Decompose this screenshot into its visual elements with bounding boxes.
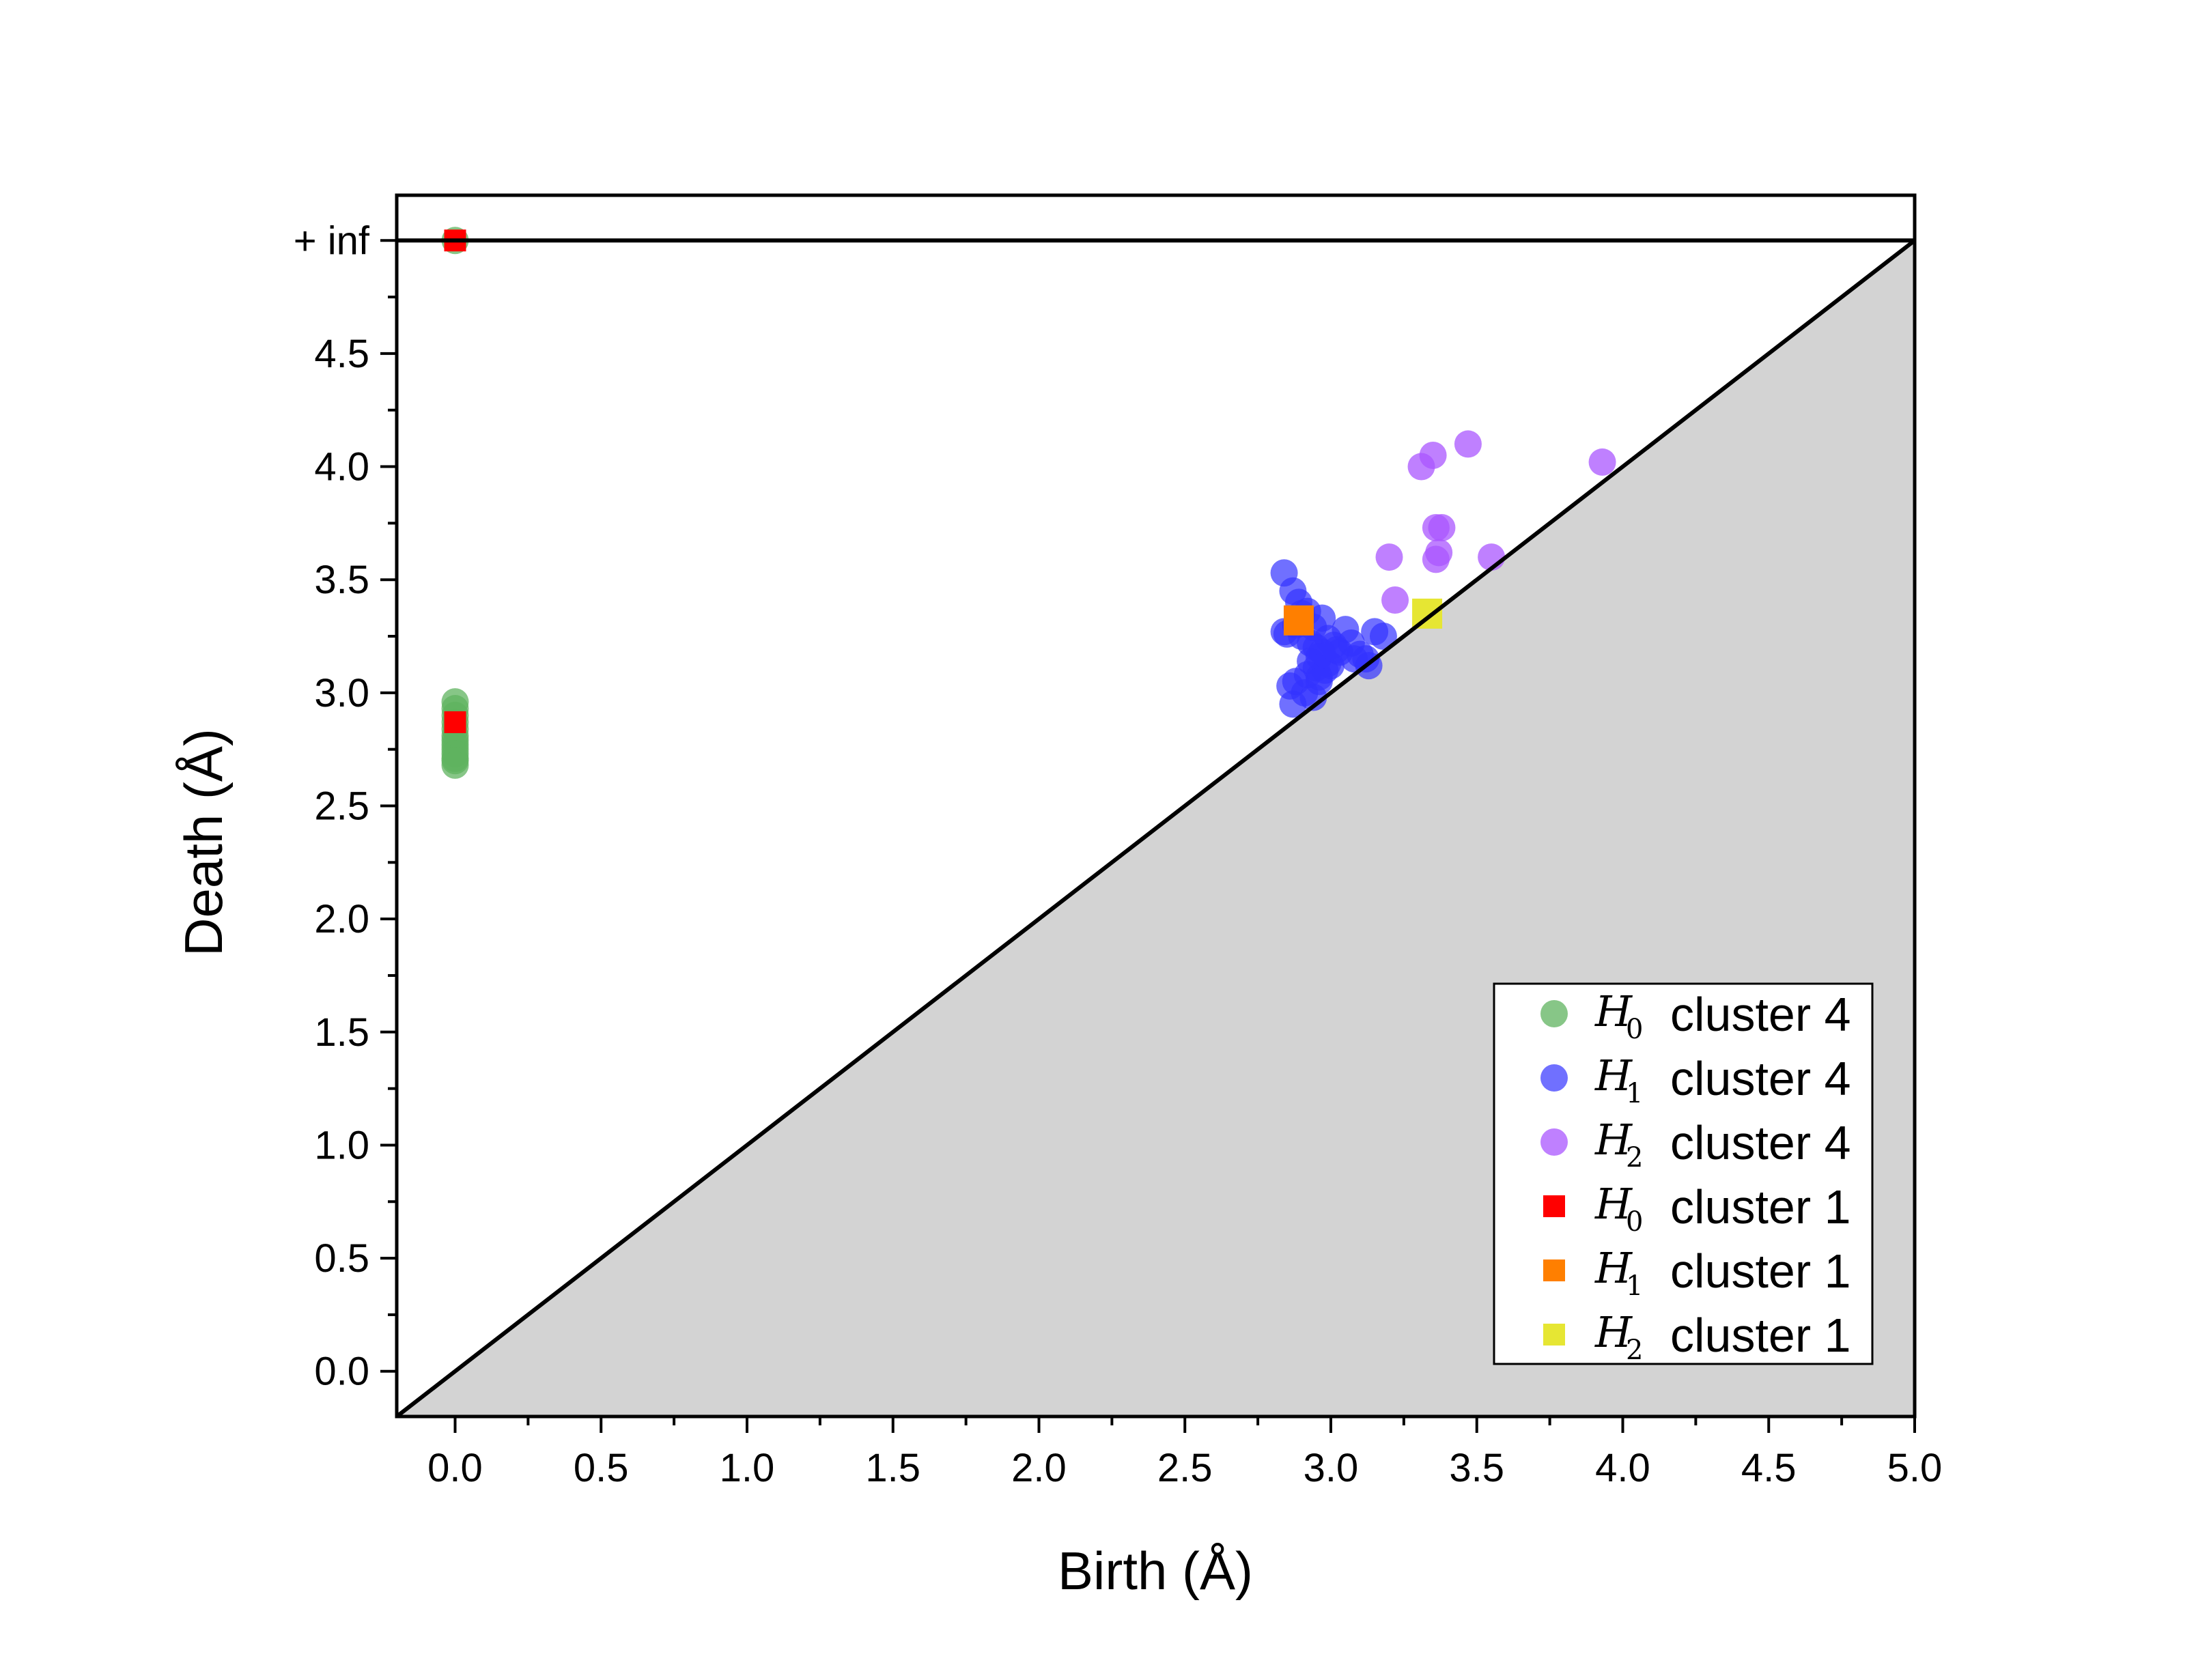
legend-symbol: H	[1594, 1179, 1633, 1229]
x-tick-label: 5.0	[1887, 1446, 1943, 1490]
x-tick-label: 1.5	[865, 1446, 920, 1490]
legend-box	[1493, 982, 1874, 1365]
legend: H0 cluster 4H1 cluster 4H2 cluster 4H0 clust…	[1493, 982, 1874, 1366]
x-tick-label: 0.0	[427, 1446, 483, 1490]
x-tick-label: 3.5	[1449, 1446, 1504, 1490]
y-tick-label: 0.0	[314, 1350, 369, 1394]
x-axis-title: Birth (Å)	[1058, 1541, 1253, 1601]
legend-subscript: 2	[1626, 1142, 1643, 1173]
x-tick-label: 4.5	[1741, 1446, 1797, 1490]
tick-labels: 0.0 0.5 1.0 1.5 2.0 2.5 3.0 3.5 4.0 4.5 5.0 0.0 0.5 1…	[294, 218, 1943, 1490]
data-point	[444, 711, 466, 733]
data-point	[441, 751, 469, 779]
y-tick-label: + inf	[294, 218, 370, 263]
x-tick-label: 4.0	[1595, 1446, 1650, 1490]
y-tick-label: 2.5	[314, 784, 369, 829]
data-points	[441, 227, 1616, 779]
legend-label: cluster 4	[1670, 1052, 1851, 1105]
legend-marker	[1543, 1324, 1565, 1346]
data-point	[1588, 448, 1616, 476]
data-point	[1369, 623, 1397, 651]
legend-marker	[1543, 1195, 1565, 1217]
legend-subscript: 0	[1626, 1014, 1643, 1045]
legend-subscript: 1	[1626, 1078, 1643, 1109]
legend-marker	[1540, 1128, 1568, 1156]
legend-label: cluster 1	[1670, 1309, 1851, 1362]
legend-symbol: H	[1594, 986, 1633, 1036]
legend-subscript: 0	[1626, 1206, 1643, 1238]
legend-subscript: 2	[1626, 1335, 1643, 1366]
legend-label: cluster 4	[1670, 1116, 1851, 1169]
legend-marker	[1543, 1259, 1565, 1281]
y-tick-label: 3.5	[314, 558, 369, 602]
y-tick-label: 4.0	[314, 445, 369, 489]
y-tick-label: 1.5	[314, 1010, 369, 1055]
data-point	[1305, 668, 1333, 696]
data-point	[1381, 586, 1409, 614]
diagonal-line	[395, 238, 1916, 1419]
data-point	[1283, 605, 1314, 636]
y-tick-label: 4.5	[314, 332, 369, 376]
y-axis-title: Death (Å)	[173, 728, 234, 956]
y-tick-label: 2.0	[314, 897, 369, 941]
legend-subscript: 1	[1626, 1270, 1643, 1302]
data-point	[1454, 430, 1482, 458]
x-tick-label: 2.0	[1011, 1446, 1067, 1490]
legend-symbol: H	[1594, 1243, 1633, 1293]
legend-label: cluster 1	[1670, 1244, 1851, 1298]
data-point	[1407, 453, 1435, 481]
x-tick-label: 1.0	[720, 1446, 775, 1490]
legend-symbol: H	[1594, 1115, 1633, 1165]
data-point	[1279, 690, 1307, 718]
legend-marker	[1540, 1000, 1568, 1027]
data-point	[1425, 539, 1453, 567]
legend-symbol: H	[1594, 1307, 1633, 1357]
legend-label: cluster 4	[1670, 988, 1851, 1041]
plot-frame	[395, 193, 1917, 1419]
data-point	[1428, 514, 1456, 542]
y-tick-label: 0.5	[314, 1236, 369, 1281]
data-point	[1375, 543, 1403, 571]
y-tick-label: 1.0	[314, 1123, 369, 1167]
legend-symbol: H	[1594, 1051, 1633, 1100]
x-tick-label: 0.5	[574, 1446, 629, 1490]
y-tick-label: 3.0	[314, 671, 369, 715]
x-tick-label: 3.0	[1304, 1446, 1359, 1490]
legend-label: cluster 1	[1670, 1180, 1851, 1234]
x-tick-label: 2.5	[1157, 1446, 1213, 1490]
legend-marker	[1540, 1064, 1568, 1092]
